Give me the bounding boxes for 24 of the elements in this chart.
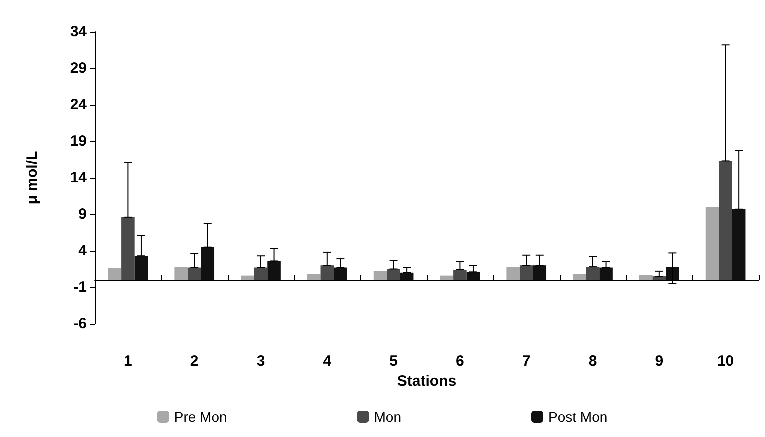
y-tick-label: 9	[78, 206, 87, 223]
x-axis-title: Stations	[397, 372, 457, 390]
y-tick-label: -1	[74, 279, 87, 296]
x-tick-label: 1	[124, 353, 132, 370]
x-tick-label: 8	[588, 353, 598, 370]
x-tick-label: 6	[456, 353, 464, 370]
y-axis-title: μ mol/L	[24, 151, 41, 205]
x-tick-label: 5	[390, 353, 398, 370]
x-tick-label: 2	[190, 353, 199, 370]
y-tick-label: 29	[70, 60, 87, 77]
y-tick-label: 19	[70, 133, 87, 150]
x-tick-label: 10	[717, 353, 734, 370]
x-tick-label: 3	[256, 353, 266, 370]
legend-label: Pre Mon	[174, 409, 228, 425]
legend-label: Post Mon	[548, 409, 608, 425]
x-tick-label: 9	[655, 353, 664, 370]
x-tick-label: 4	[323, 353, 332, 370]
y-tick-label: 24	[70, 96, 88, 114]
legend-label: Mon	[374, 409, 402, 425]
x-tick-label: 7	[522, 353, 531, 370]
y-tick-label: 34	[70, 24, 88, 40]
y-tick-label: 14	[70, 170, 88, 186]
y-tick-label: 4	[78, 242, 88, 260]
y-tick-label: -6	[74, 316, 87, 332]
